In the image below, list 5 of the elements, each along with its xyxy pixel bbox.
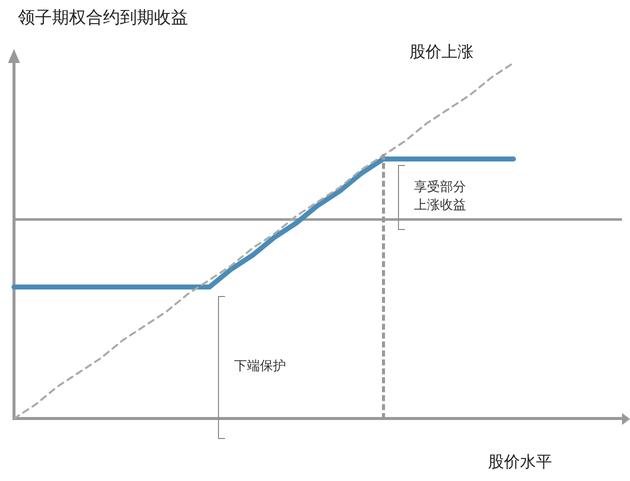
x-axis-title: 股价水平	[488, 452, 552, 473]
chart-title: 领子期权合约到期收益	[18, 7, 188, 29]
annotation: 享受部分上涨收益	[414, 178, 467, 214]
series-label: 股价上涨	[409, 42, 474, 62]
annotation: 下端保护	[234, 358, 287, 376]
